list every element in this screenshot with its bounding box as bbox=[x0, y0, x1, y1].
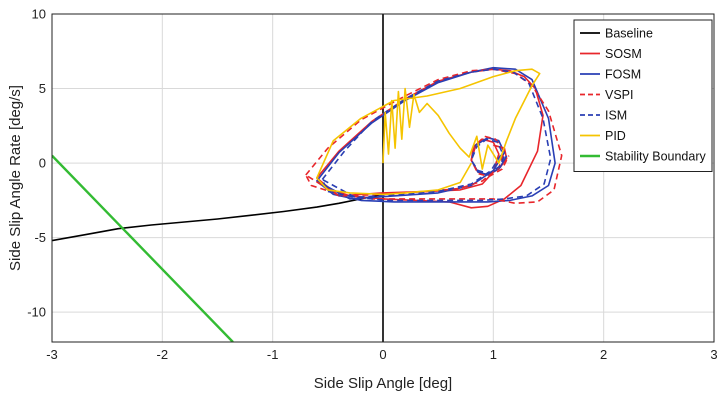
y-tick-label: 10 bbox=[32, 7, 46, 22]
legend-label: VSPI bbox=[605, 88, 634, 102]
legend-label: SOSM bbox=[605, 47, 642, 61]
legend-label: Stability Boundary bbox=[605, 150, 707, 164]
x-tick-label: 1 bbox=[490, 347, 497, 362]
legend-label: PID bbox=[605, 129, 626, 143]
legend-label: Baseline bbox=[605, 27, 653, 41]
x-tick-label: -3 bbox=[46, 347, 58, 362]
series-line-sosm bbox=[315, 68, 544, 209]
x-axis-label: Side Slip Angle [deg] bbox=[314, 375, 452, 392]
series-line-pid bbox=[315, 68, 541, 196]
y-tick-label: -10 bbox=[27, 305, 46, 320]
legend: Baseline SOSM FOSM VSPI ISM PID Stability Boun… bbox=[573, 19, 713, 172]
series-line-stability-boundary bbox=[52, 154, 234, 342]
y-tick-label: 0 bbox=[39, 156, 46, 171]
series-line-fosm bbox=[315, 66, 556, 203]
series-line-baseline bbox=[52, 193, 384, 242]
y-tick-label: -5 bbox=[34, 230, 46, 245]
series-layer bbox=[52, 14, 563, 342]
legend-box bbox=[573, 19, 713, 172]
y-axis-label: Side Slip Angle Rate [deg/s] bbox=[7, 85, 24, 271]
y-tick-label: 5 bbox=[39, 81, 46, 96]
series-line-vspi bbox=[304, 68, 563, 205]
x-tick-label: 2 bbox=[600, 347, 607, 362]
x-tick-label: -2 bbox=[157, 347, 169, 362]
plot-frame bbox=[51, 13, 715, 343]
legend-label: ISM bbox=[605, 109, 627, 123]
x-tick-label: 3 bbox=[710, 347, 717, 362]
x-tick-label: 0 bbox=[379, 347, 386, 362]
series-line-ism bbox=[321, 68, 552, 202]
legend-label: FOSM bbox=[605, 68, 641, 82]
x-tick-label: -1 bbox=[267, 347, 279, 362]
